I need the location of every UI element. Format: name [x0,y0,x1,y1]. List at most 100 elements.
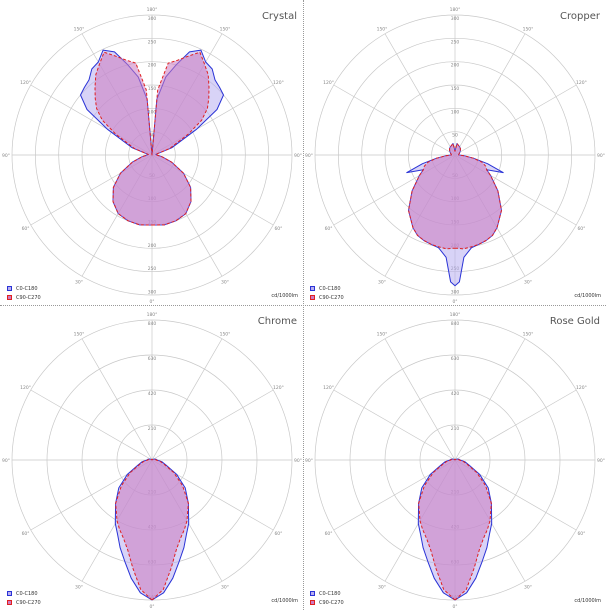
radial-tick-label: 210 [148,426,157,432]
angle-label: 150° [74,27,85,33]
angle-label: 120° [323,385,334,391]
radial-tick-label: 300 [451,290,460,296]
radial-tick-label: 630 [148,356,157,362]
radial-tick-label: 420 [451,391,460,397]
legend-swatch-solid [7,286,12,291]
angle-label: 180° [147,7,158,13]
chart-title: Chrome [257,316,297,327]
radial-tick-label: 250 [451,39,460,45]
angle-label: 150° [220,27,231,33]
angle-label: 0° [149,604,154,610]
polar-chart-svg: 8408406306304204202102100°30°30°60°60°90… [305,312,605,610]
polar-chart-svg: 30030025025020020015015010010050500°30°3… [2,7,302,305]
angle-label: 0° [452,299,457,305]
angle-label: 180° [450,312,461,318]
grid-ring [314,14,596,296]
angle-label: 150° [523,332,534,338]
polar-chart-svg: 8408406306304204202102100°30°30°60°60°90… [2,312,302,610]
legend-item: C90-C270 [7,293,41,302]
unit-label: cd/1000lm [271,293,298,299]
legend: C0-C180 C90-C270 [310,589,344,607]
chart-title: Rose Gold [549,316,600,327]
legend-item: C0-C180 [310,284,344,293]
angle-label: 60° [22,226,30,232]
radial-tick-label: 200 [451,63,460,69]
angle-label: 60° [577,531,585,537]
angle-label: 30° [378,584,386,590]
series-curve [94,51,210,226]
radial-tick-label: 630 [451,356,460,362]
angle-label: 30° [75,279,83,285]
radial-tick-label: 250 [148,266,157,272]
polar-chart-panel: 8408406306304204202102100°30°30°60°60°90… [0,305,303,610]
legend-item: C90-C270 [310,293,344,302]
legend-swatch-solid [310,286,315,291]
polar-chart-panel: 8408406306304204202102100°30°30°60°60°90… [303,305,606,610]
chart-title: Crystal [261,11,297,22]
legend-label: C0-C180 [16,590,38,597]
radial-tick-label: 250 [148,39,157,45]
radial-tick-label: 840 [451,321,460,327]
angle-label: 180° [450,7,461,13]
grid-ring [34,37,270,273]
angle-label: 120° [273,385,284,391]
unit-label: cd/1000lm [271,598,298,604]
angle-label: 30° [378,279,386,285]
legend: C0-C180 C90-C270 [310,284,344,302]
legend-label: C90-C270 [319,294,344,301]
angle-label: 60° [325,226,333,232]
angle-label: 60° [22,531,30,537]
angle-label: 30° [221,279,229,285]
angle-label: 60° [274,226,282,232]
grid-ring [11,14,293,296]
angle-label: 180° [147,312,158,318]
legend: C0-C180 C90-C270 [7,589,41,607]
angle-label: 90° [305,458,313,464]
angle-label: 90° [2,458,10,464]
radial-tick-label: 50 [452,133,458,139]
polar-chart-panel: 30030025025020020015015010010050500°30°3… [0,0,303,305]
legend-swatch-solid [310,591,315,596]
radial-tick-label: 150 [148,86,157,92]
angle-label: 120° [273,80,284,86]
radial-tick-label: 50 [149,133,155,139]
radial-tick-label: 200 [148,63,157,69]
unit-label: cd/1000lm [574,293,601,299]
legend-swatch-solid [7,591,12,596]
angle-label: 150° [74,332,85,338]
radial-tick-label: 300 [451,16,460,22]
angle-label: 30° [221,584,229,590]
angle-label: 30° [524,584,532,590]
angle-label: 150° [377,332,388,338]
legend-swatch-dashed [310,600,315,605]
legend-item: C90-C270 [310,598,344,607]
angle-label: 30° [524,279,532,285]
legend-label: C0-C180 [319,285,341,292]
legend-item: C90-C270 [7,598,41,607]
angle-label: 150° [377,27,388,33]
legend-label: C0-C180 [16,285,38,292]
angle-label: 120° [20,80,31,86]
series-curve [115,458,189,601]
legend-swatch-dashed [310,295,315,300]
series-curve [408,143,502,250]
radial-tick-label: 100 [451,109,460,115]
angle-label: 30° [75,584,83,590]
legend-swatch-dashed [7,295,12,300]
legend-label: C90-C270 [319,599,344,606]
grid-ring [58,61,246,249]
angle-label: 60° [274,531,282,537]
radial-tick-label: 420 [148,391,157,397]
unit-label: cd/1000lm [574,598,601,604]
radial-tick-label: 300 [148,290,157,296]
legend-label: C0-C180 [319,590,341,597]
radial-tick-label: 840 [148,321,157,327]
legend: C0-C180 C90-C270 [7,284,41,302]
angle-label: 0° [452,604,457,610]
angle-label: 150° [220,332,231,338]
legend-item: C0-C180 [7,589,41,598]
angle-label: 150° [523,27,534,33]
radial-tick-label: 200 [148,243,157,249]
panel-divider-horizontal [0,305,606,306]
